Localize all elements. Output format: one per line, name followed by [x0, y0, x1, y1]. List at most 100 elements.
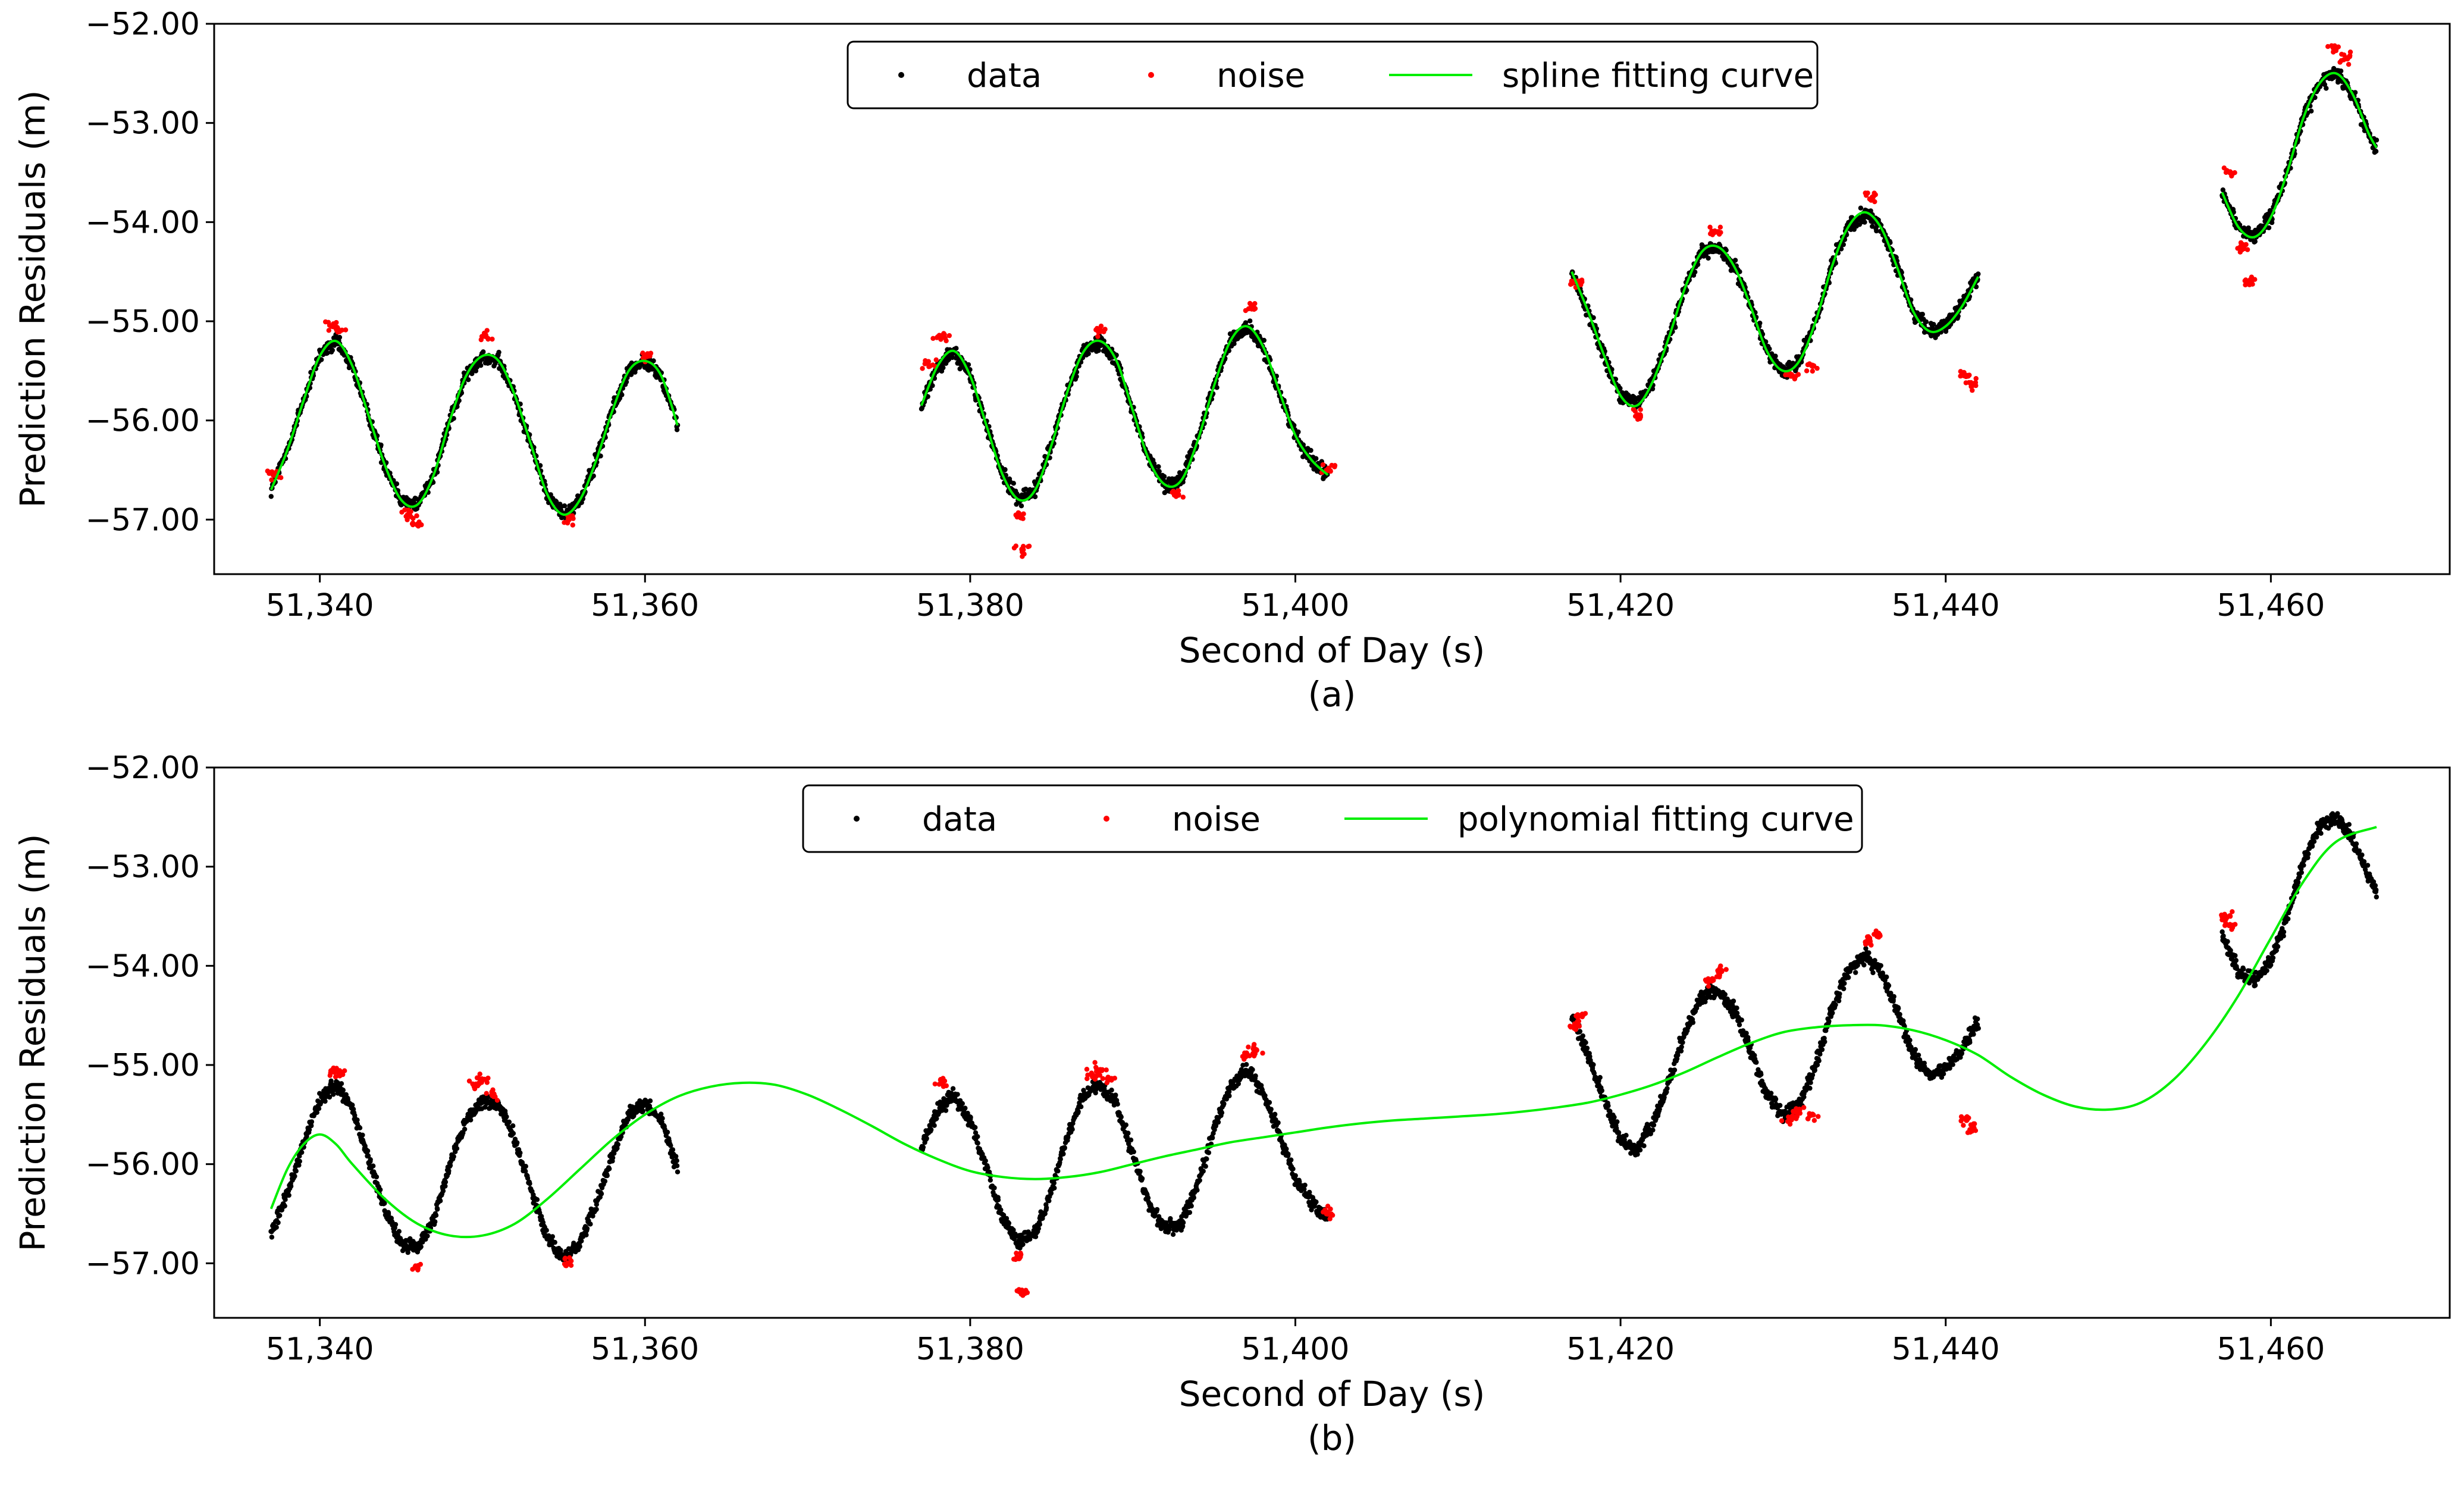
- noise-point: [2341, 52, 2347, 58]
- data-point: [584, 1226, 590, 1232]
- data-point: [610, 1155, 616, 1161]
- data-point: [523, 1164, 528, 1169]
- noise-point: [1320, 462, 1326, 468]
- data-point: [438, 1198, 443, 1204]
- data-point: [2338, 68, 2344, 74]
- noise-point: [2333, 48, 2338, 54]
- noise-point: [2242, 278, 2247, 284]
- y-tick-label: −55.00: [86, 304, 200, 340]
- data-point: [973, 1124, 978, 1130]
- noise-point: [269, 469, 275, 475]
- data-point: [1313, 1199, 1319, 1205]
- data-point: [1275, 1120, 1281, 1126]
- x-tick-label: 51,440: [1892, 1332, 2000, 1367]
- x-tick-label: 51,380: [916, 588, 1024, 624]
- noise-point: [1635, 416, 1641, 422]
- data-point: [1293, 1173, 1298, 1179]
- noise-point: [1021, 544, 1026, 549]
- data-point: [473, 368, 479, 374]
- data-point: [920, 1145, 926, 1150]
- data-point: [965, 362, 971, 368]
- noise-point: [1579, 279, 1585, 285]
- data-point: [274, 1224, 279, 1230]
- data-point: [577, 1243, 582, 1249]
- data-point: [350, 1102, 355, 1108]
- noise-point: [1098, 323, 1104, 329]
- data-point: [1011, 481, 1017, 486]
- data-point: [1920, 312, 1925, 317]
- data-point: [985, 1165, 990, 1170]
- data-point: [925, 394, 930, 399]
- data-point: [963, 1105, 968, 1111]
- data-point: [1650, 386, 1656, 391]
- noise-point: [1869, 198, 1874, 203]
- data-point: [975, 1134, 980, 1139]
- data-point: [309, 1119, 315, 1124]
- data-point: [552, 1239, 557, 1245]
- data-point: [562, 503, 568, 509]
- data-point: [1046, 1198, 1052, 1204]
- data-point: [651, 358, 656, 364]
- legend-label: data: [967, 57, 1042, 95]
- data-point: [330, 347, 335, 353]
- x-tick-label: 51,400: [1242, 588, 1350, 624]
- noise-point: [920, 366, 925, 371]
- data-point: [1308, 447, 1313, 453]
- noise-point: [2230, 171, 2236, 176]
- data-point: [2309, 108, 2314, 114]
- data-point: [443, 1179, 449, 1185]
- data-point: [579, 1238, 584, 1243]
- data-point: [591, 473, 596, 479]
- noise-point: [1180, 494, 1186, 500]
- data-point: [2373, 149, 2379, 154]
- data-point: [584, 1232, 589, 1238]
- panel-b: 51,340 51,360 51,380 51,400 51,420 51,440 51,4…: [12, 750, 2451, 1458]
- noise-point: [2247, 282, 2252, 287]
- data-point: [282, 1203, 287, 1209]
- noise-point: [1973, 376, 1979, 381]
- data-point: [1261, 337, 1267, 343]
- data-point: [1247, 318, 1253, 324]
- data-point: [1139, 1176, 1145, 1182]
- data-point: [1221, 1101, 1227, 1107]
- noise-point: [1632, 409, 1638, 414]
- data-point: [393, 1221, 399, 1227]
- data-point: [1170, 1232, 1176, 1237]
- data-point: [277, 1213, 283, 1218]
- data-point: [960, 1101, 965, 1107]
- noise-point: [2347, 54, 2353, 59]
- data-point: [432, 1219, 438, 1224]
- data-point: [1079, 1104, 1084, 1110]
- data-point: [527, 1181, 532, 1186]
- x-axis-label: Second of Day (s): [1179, 630, 1485, 671]
- data-point: [534, 1197, 540, 1202]
- data-point: [299, 1149, 305, 1155]
- y-tick-label: −53.00: [86, 850, 200, 885]
- data-point: [1692, 270, 1698, 275]
- data-point: [1187, 1210, 1193, 1216]
- data-point: [606, 1166, 612, 1171]
- data-point: [1209, 1135, 1215, 1141]
- data-point: [1131, 1149, 1137, 1155]
- noise-point: [930, 336, 936, 341]
- data-point: [1161, 474, 1167, 480]
- data-point: [365, 1148, 371, 1154]
- x-tick-label: 51,340: [266, 588, 374, 624]
- noise-point: [1963, 380, 1968, 386]
- data-point: [357, 1125, 363, 1130]
- data-point: [1243, 320, 1249, 325]
- data-point: [2324, 86, 2329, 91]
- data-point: [998, 1207, 1004, 1213]
- x-tick-label: 51,360: [591, 1332, 699, 1367]
- x-tick-label: 51,340: [266, 1332, 374, 1367]
- data-point: [1290, 1166, 1296, 1171]
- data-point: [268, 494, 274, 499]
- data-point: [1168, 1216, 1173, 1221]
- data-point: [1286, 1151, 1291, 1157]
- noise-point: [1810, 368, 1815, 374]
- data-point: [1214, 385, 1220, 390]
- data-point: [325, 350, 330, 356]
- noise-point: [938, 337, 943, 342]
- data-point: [1289, 1157, 1294, 1163]
- data-point: [1858, 205, 1864, 211]
